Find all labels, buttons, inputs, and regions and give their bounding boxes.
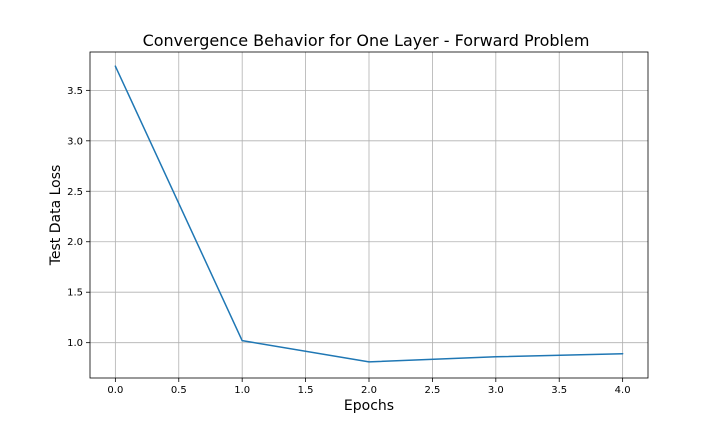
x-tick-label: 0.5	[171, 385, 187, 396]
axes: 0.0 0.5 1.0 1.5 2.0 2.5 3.0 3.5 4.0 1.0 1.5 2.0 2.5 3…	[67, 51, 649, 396]
y-tick-label: 3.5	[67, 86, 83, 97]
grid-lines	[90, 52, 648, 378]
x-axis-label: Epochs	[344, 398, 394, 414]
y-tick-label: 3.0	[67, 136, 83, 147]
x-tick-label: 2.5	[424, 385, 440, 396]
y-tick-label: 1.0	[67, 338, 83, 349]
x-tick-label: 0.0	[107, 385, 123, 396]
y-tick-label: 1.5	[67, 288, 83, 299]
y-tick-label: 2.5	[67, 187, 83, 198]
y-axis-label: Test Data Loss	[48, 165, 64, 267]
series-group	[114, 65, 624, 363]
x-tick-label: 3.0	[488, 385, 504, 396]
x-tick-label: 1.0	[234, 385, 250, 396]
x-tick-label: 3.5	[551, 385, 567, 396]
x-tick-label: 2.0	[361, 385, 377, 396]
series-line	[114, 65, 624, 363]
x-tick-label: 4.0	[615, 385, 631, 396]
chart-title: Convergence Behavior for One Layer - For…	[143, 31, 590, 50]
x-tick-label: 1.5	[298, 385, 314, 396]
plot-frame	[89, 51, 649, 379]
y-tick-label: 2.0	[67, 237, 83, 248]
